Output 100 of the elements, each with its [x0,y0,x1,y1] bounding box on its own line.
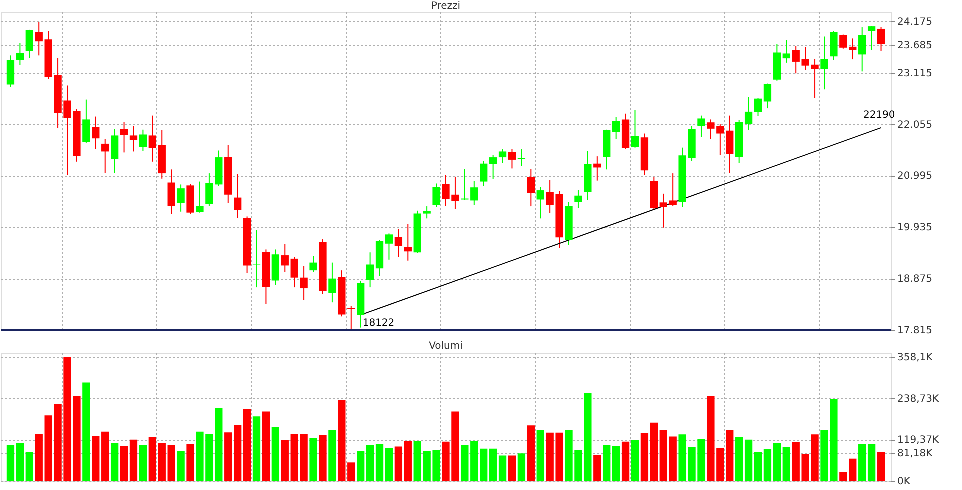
bar [868,444,876,481]
bar [310,438,318,481]
candlestick [660,193,668,228]
candlestick [849,38,857,60]
candlestick [612,116,620,140]
candlestick [120,122,128,154]
bar [726,430,734,481]
candlestick [782,40,790,64]
bar [148,437,156,481]
bar [168,445,176,481]
bar [527,426,535,481]
candlestick [130,126,138,152]
y-tick-label: 20.995 [898,171,932,182]
annotation: 22190 [863,110,896,121]
candlestick [726,115,734,174]
bar [110,443,119,481]
candlestick [754,98,762,117]
y-tick-label: 18.875 [898,274,932,286]
bar [404,442,412,481]
bar [139,445,148,481]
candlestick [366,252,374,288]
candlestick [139,129,148,152]
bar [669,436,677,481]
candlestick [527,168,535,208]
bar [660,430,668,481]
bar [518,454,526,481]
candlestick [196,181,204,214]
candlestick [868,26,876,51]
candlestick [290,256,298,288]
candlestick [300,266,308,301]
bar [508,456,516,481]
bar [773,442,782,481]
bar [394,446,403,481]
y-tick-label: 23.115 [898,68,932,80]
bar [234,424,242,481]
candlestick [102,138,110,174]
candlestick [820,36,828,90]
y-tick-label: 24.175 [898,16,932,28]
bar [877,452,886,481]
bar [272,427,280,481]
bar [849,458,857,481]
candlestick [394,228,403,258]
y-tick-label: 238,73K [898,394,940,405]
bar [650,422,658,481]
bar [338,400,346,481]
candlestick [877,26,886,52]
bar [16,443,24,481]
candlestick [16,42,24,66]
bar [130,440,138,481]
candlestick [858,27,866,72]
bar [262,412,270,481]
bar [489,448,498,481]
bar [764,450,772,481]
candlestick [698,115,706,138]
candlestick [574,190,582,209]
y-tick-label: 19.935 [898,222,932,234]
bar [328,430,336,481]
bar [385,448,394,481]
chart-title: Volumi [429,341,463,352]
candlestick [518,148,526,167]
candlestick [498,148,507,164]
candlestick [432,183,440,208]
bar [186,444,194,481]
bar [782,447,790,481]
bar [357,451,365,481]
y-tick-label: 17.815 [898,326,932,336]
candlestick [536,186,544,220]
bar [744,440,753,481]
bar [224,432,232,481]
bar [840,472,848,481]
bar [366,445,374,481]
bar [82,382,90,481]
candlestick [82,99,90,144]
candlestick [310,256,318,273]
bar [603,445,611,481]
candlestick [168,169,176,215]
bar [640,433,649,481]
y-tick-label: 119,37K [898,435,940,446]
bar [92,436,100,481]
candlestick [631,109,640,148]
bar [319,435,327,481]
y-tick-label: 22.055 [898,120,932,131]
bar [754,452,762,481]
bar [736,437,744,481]
candlestick [489,154,498,180]
y-tick-label: 358,1K [898,352,934,364]
bar [158,443,166,481]
y-tick-label: 0K [898,476,911,488]
candlestick [35,22,43,56]
candlestick [423,206,431,220]
bar [480,448,488,481]
bar [252,416,261,481]
candlestick [234,174,242,219]
bar [612,446,620,481]
candlestick [26,29,34,59]
candlestick [669,173,677,207]
bar [26,452,34,481]
candlestick [508,148,516,170]
bar [177,451,185,481]
y-tick-label: 81,18K [898,448,934,460]
